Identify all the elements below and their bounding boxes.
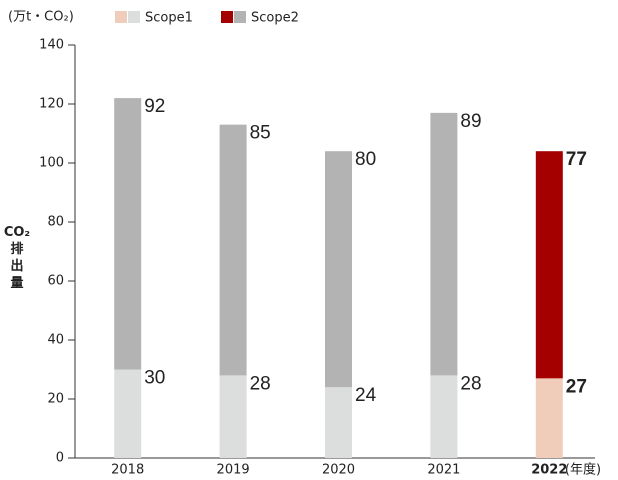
value-label: 28 xyxy=(460,373,481,394)
unit-label: (万t・CO₂) xyxy=(8,10,74,25)
value-label: 77 xyxy=(566,149,587,170)
bar-segment xyxy=(535,378,563,458)
legend-swatch xyxy=(221,11,233,23)
value-label: 27 xyxy=(566,376,587,397)
bar-segment xyxy=(325,151,352,388)
value-label: 92 xyxy=(144,96,165,117)
x-tick-label: 2021 xyxy=(427,463,460,478)
legend-label: Scope2 xyxy=(251,11,299,26)
bar-segment xyxy=(219,124,247,376)
value-label: 85 xyxy=(250,123,271,144)
y-tick-label: 0 xyxy=(56,451,64,466)
y-label-part: 出 xyxy=(10,258,23,274)
bar-segment xyxy=(535,151,563,379)
value-label: 80 xyxy=(355,149,376,170)
bar-segment xyxy=(114,369,142,458)
bar-segment xyxy=(430,112,458,376)
x-tick-label: 2020 xyxy=(322,463,355,478)
y-tick-label: 80 xyxy=(47,215,64,230)
y-tick-label: 60 xyxy=(47,274,64,289)
bar-segment xyxy=(325,387,352,458)
value-label: 24 xyxy=(355,385,377,406)
legend-swatch xyxy=(234,11,246,23)
y-label-part: CO₂ xyxy=(4,225,30,240)
x-tick-label: 2018 xyxy=(111,463,144,478)
value-label: 28 xyxy=(250,373,271,394)
value-label: 30 xyxy=(144,368,165,389)
y-tick-label: 140 xyxy=(39,38,64,53)
x-tick-label: 2019 xyxy=(217,463,250,478)
legend-swatch xyxy=(128,11,140,23)
y-tick-label: 120 xyxy=(39,97,64,112)
y-tick-label: 40 xyxy=(47,333,64,348)
y-tick-label: 100 xyxy=(39,156,64,171)
y-label-part: 排 xyxy=(10,241,23,257)
x-tick-label: 2022 xyxy=(531,463,567,478)
bar-segment xyxy=(114,98,142,370)
y-axis-label: CO₂ 排出量 xyxy=(4,225,30,291)
y-tick-label: 20 xyxy=(47,392,64,407)
bar-segment xyxy=(430,375,458,458)
x-axis-label: (年度) xyxy=(565,462,601,478)
bar-segment xyxy=(219,375,247,458)
y-label-part: 量 xyxy=(10,276,23,291)
legend-swatch xyxy=(115,11,127,23)
legend-label: Scope1 xyxy=(145,11,193,26)
value-label: 89 xyxy=(460,111,481,132)
